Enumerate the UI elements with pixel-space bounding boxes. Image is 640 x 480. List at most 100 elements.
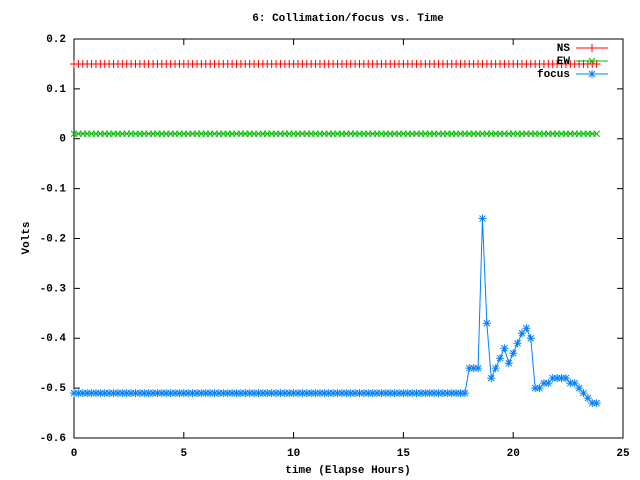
point-marker <box>276 389 285 398</box>
point-marker <box>566 379 575 388</box>
legend-label: focus <box>537 69 570 81</box>
point-marker <box>232 389 241 398</box>
point-marker <box>329 389 338 398</box>
point-marker <box>113 389 122 398</box>
point-marker <box>307 389 316 398</box>
point-marker <box>561 374 570 383</box>
point-marker <box>593 130 601 138</box>
point-marker <box>157 389 166 398</box>
point-marker <box>320 389 329 398</box>
point-marker <box>153 389 162 398</box>
point-marker <box>280 389 289 398</box>
point-marker <box>351 389 360 398</box>
chart-title: 6: Collimation/focus vs. Time <box>252 13 444 25</box>
point-marker <box>412 389 421 398</box>
y-tick-label: -0.5 <box>40 383 67 395</box>
y-tick-label: 0 <box>59 134 66 146</box>
point-marker <box>583 394 592 403</box>
point-marker <box>592 399 601 408</box>
point-marker <box>496 354 505 363</box>
point-marker <box>109 389 118 398</box>
x-axis-label: time (Elapse Hours) <box>285 465 410 477</box>
point-marker <box>254 389 263 398</box>
point-marker <box>399 389 408 398</box>
point-marker <box>149 389 158 398</box>
point-marker <box>315 389 324 398</box>
point-marker <box>588 399 597 408</box>
y-tick-label: -0.1 <box>40 184 67 196</box>
point-marker <box>162 389 171 398</box>
point-marker <box>425 389 434 398</box>
point-marker <box>105 389 114 398</box>
point-marker <box>184 389 193 398</box>
point-marker <box>517 329 526 338</box>
point-marker <box>87 389 96 398</box>
point-marker <box>171 389 180 398</box>
point-marker <box>197 389 206 398</box>
point-marker <box>188 389 197 398</box>
point-marker <box>219 389 228 398</box>
point-marker <box>548 374 557 383</box>
point-marker <box>236 389 245 398</box>
point-marker <box>245 389 254 398</box>
legend-label: EW <box>557 56 571 68</box>
point-marker <box>430 389 439 398</box>
point-marker <box>83 389 92 398</box>
point-marker <box>293 389 302 398</box>
point-marker <box>192 389 201 398</box>
point-marker <box>342 389 351 398</box>
point-marker <box>140 389 149 398</box>
point-marker <box>135 389 144 398</box>
point-marker <box>223 389 232 398</box>
point-marker <box>96 389 105 398</box>
point-marker <box>438 389 447 398</box>
point-marker <box>460 389 469 398</box>
point-marker <box>228 389 237 398</box>
point-marker <box>575 384 584 393</box>
point-marker <box>570 379 579 388</box>
point-marker <box>447 389 456 398</box>
point-marker <box>522 324 531 333</box>
point-marker <box>201 389 210 398</box>
x-tick-label: 25 <box>616 448 630 460</box>
point-marker <box>579 389 588 398</box>
point-marker <box>373 389 382 398</box>
point-marker <box>78 389 87 398</box>
point-marker <box>359 389 368 398</box>
y-tick-label: 0.1 <box>46 84 66 96</box>
point-marker <box>553 374 562 383</box>
point-marker <box>443 389 452 398</box>
point-marker <box>311 389 320 398</box>
point-marker <box>395 389 404 398</box>
point-marker <box>390 389 399 398</box>
point-marker <box>263 389 272 398</box>
point-marker <box>377 389 386 398</box>
point-marker <box>452 389 461 398</box>
point-marker <box>333 389 342 398</box>
point-marker <box>456 389 465 398</box>
point-marker <box>416 389 425 398</box>
point-marker <box>403 389 412 398</box>
point-marker <box>469 364 478 373</box>
point-marker <box>298 389 307 398</box>
point-marker <box>100 389 109 398</box>
point-marker <box>289 389 298 398</box>
point-marker <box>179 389 188 398</box>
point-marker <box>118 389 127 398</box>
point-marker <box>509 349 518 358</box>
point-marker <box>346 389 355 398</box>
y-tick-label: -0.6 <box>40 433 66 445</box>
point-marker <box>364 389 373 398</box>
point-marker <box>504 359 513 368</box>
point-marker <box>74 389 83 398</box>
legend-marker <box>588 44 596 52</box>
point-marker <box>285 389 294 398</box>
point-marker <box>381 389 390 398</box>
point-marker <box>302 389 311 398</box>
legend-label: NS <box>557 43 571 55</box>
point-marker <box>474 364 483 373</box>
point-marker <box>482 319 491 328</box>
point-marker <box>175 389 184 398</box>
point-marker <box>368 389 377 398</box>
point-marker <box>91 389 100 398</box>
